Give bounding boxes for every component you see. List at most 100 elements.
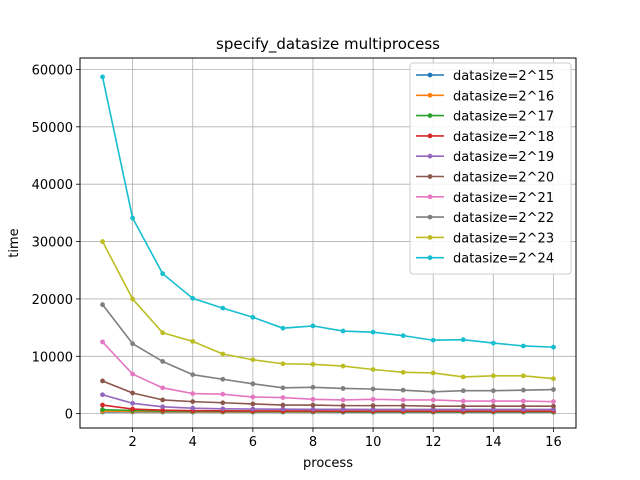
chart-title: specify_datasize multiprocess [216, 35, 440, 54]
y-tick-label: 20000 [32, 293, 73, 308]
data-point [220, 305, 226, 311]
series-line [101, 304, 554, 393]
data-point [220, 391, 226, 397]
series-datasize-2-24 [100, 74, 556, 350]
series-datasize-2-21 [100, 339, 556, 405]
data-point [460, 374, 466, 380]
data-point [250, 314, 256, 320]
data-point [280, 325, 286, 331]
data-point [190, 391, 196, 396]
data-point [490, 403, 496, 409]
x-tick-label: 14 [485, 435, 502, 450]
data-point [130, 406, 136, 412]
data-point [430, 370, 436, 376]
data-point [100, 302, 105, 308]
data-point [130, 296, 136, 302]
data-point [490, 340, 496, 346]
data-point [160, 330, 166, 336]
series-line [102, 380, 554, 408]
data-point [490, 373, 496, 379]
data-point [160, 407, 166, 413]
y-tick-label: 0 [65, 408, 73, 423]
data-point [520, 387, 526, 393]
legend-marker [427, 255, 433, 261]
data-point [100, 339, 105, 345]
data-point [280, 385, 286, 391]
data-point [310, 384, 316, 390]
data-point [160, 385, 166, 391]
data-point [250, 401, 256, 407]
legend-marker [427, 194, 433, 200]
data-point [190, 295, 196, 301]
legend-item: datasize=2^19 [416, 150, 554, 165]
data-point [100, 407, 105, 413]
data-point [100, 392, 105, 398]
legend-label: datasize=2^19 [453, 150, 554, 165]
data-point [160, 397, 166, 403]
series-line [102, 404, 554, 412]
data-point [310, 396, 316, 402]
data-point [190, 372, 196, 378]
data-point [340, 397, 346, 403]
data-point [190, 338, 196, 344]
data-point [430, 403, 436, 409]
x-tick-label: 12 [425, 435, 442, 450]
legend-item: datasize=2^21 [416, 191, 554, 206]
legend-label: datasize=2^21 [453, 191, 554, 206]
data-point [430, 397, 436, 403]
data-point [220, 351, 226, 357]
data-point [310, 406, 316, 412]
legend-item: datasize=2^23 [416, 231, 554, 246]
data-point [250, 406, 256, 412]
data-point [100, 402, 105, 408]
legend: datasize=2^15 datasize=2^16 datasize=2^17 d… [409, 62, 572, 275]
data-point [490, 388, 496, 394]
data-point [340, 328, 346, 334]
data-point [340, 403, 346, 409]
data-point [400, 333, 406, 339]
data-point [460, 403, 466, 409]
data-point [520, 343, 526, 349]
legend-item: datasize=2^18 [416, 130, 554, 145]
legend-label: datasize=2^23 [453, 231, 554, 246]
data-point [370, 407, 376, 412]
legend-box [409, 62, 572, 275]
y-tick-label: 30000 [32, 236, 73, 251]
data-point [460, 398, 466, 404]
data-point [250, 381, 256, 387]
data-point [280, 406, 286, 412]
legend-marker [427, 113, 433, 118]
y-axis-label: time [7, 228, 22, 257]
legend-label: datasize=2^24 [453, 252, 554, 267]
data-point [460, 337, 466, 343]
ticks: 2 4 6 8 10 12 14 16 0 10000 20000 30000 40000 50000 60… [32, 63, 562, 450]
series-line [101, 341, 554, 403]
data-point [130, 390, 136, 396]
legend-label: datasize=2^15 [453, 69, 554, 84]
data-point [130, 371, 136, 377]
data-point [370, 367, 376, 372]
legend-item: datasize=2^20 [416, 171, 554, 186]
legend-item: datasize=2^22 [416, 211, 554, 226]
data-point [430, 389, 436, 395]
series-layer [100, 74, 556, 415]
y-tick-label: 40000 [32, 178, 73, 193]
data-point [520, 373, 526, 379]
legend-label: datasize=2^18 [453, 130, 554, 145]
series-datasize-2-22 [100, 302, 556, 395]
legend-item: datasize=2^16 [416, 89, 554, 104]
legend-label: datasize=2^17 [453, 110, 554, 125]
x-tick-label: 2 [128, 435, 136, 450]
legend-label: datasize=2^20 [453, 171, 554, 186]
data-point [400, 369, 406, 375]
legend-item: datasize=2^24 [416, 252, 554, 267]
data-point [370, 386, 376, 392]
y-tick-label: 50000 [32, 121, 73, 136]
y-tick-label: 60000 [32, 63, 73, 78]
data-point [250, 357, 256, 363]
data-point [130, 341, 136, 347]
data-point [130, 400, 136, 406]
data-point [310, 323, 316, 329]
data-point [280, 395, 286, 400]
